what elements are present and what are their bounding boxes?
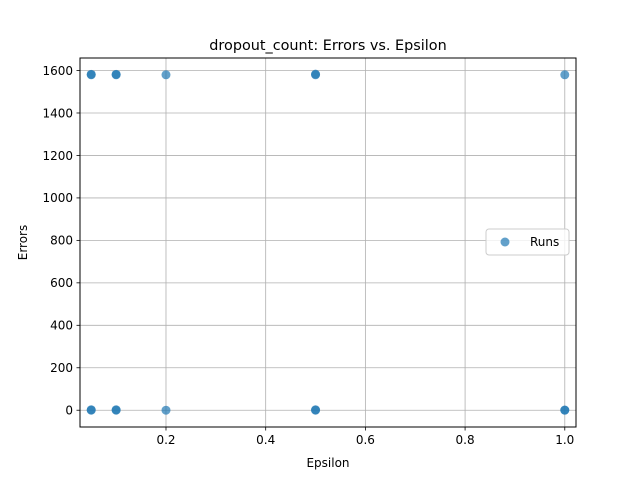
data-point bbox=[311, 405, 321, 415]
x-axis-title: Epsilon bbox=[306, 456, 349, 470]
data-point bbox=[86, 69, 96, 79]
x-tick-label: 0.8 bbox=[456, 433, 475, 447]
y-axis-title: Errors bbox=[16, 225, 30, 261]
y-tick-label: 1600 bbox=[42, 64, 73, 78]
data-point bbox=[111, 69, 121, 79]
data-point bbox=[161, 70, 171, 80]
x-tick-label: 1.0 bbox=[555, 433, 574, 447]
data-point bbox=[111, 405, 121, 415]
data-point bbox=[560, 70, 570, 80]
y-tick-label: 1200 bbox=[42, 149, 73, 163]
axis-ticks: 0.2 0.4 0.6 0.8 1.0 0 200 400 600 800 1000 1200 1400… bbox=[42, 64, 574, 447]
data-points bbox=[86, 69, 570, 415]
x-tick-label: 0.4 bbox=[256, 433, 275, 447]
data-point bbox=[161, 405, 171, 415]
y-tick-label: 400 bbox=[50, 319, 73, 333]
y-tick-label: 1000 bbox=[42, 191, 73, 205]
chart-title: dropout_count: Errors vs. Epsilon bbox=[209, 38, 446, 54]
x-tick-label: 0.6 bbox=[356, 433, 375, 447]
y-tick-label: 1400 bbox=[42, 106, 73, 120]
legend-marker bbox=[500, 237, 510, 247]
y-tick-label: 600 bbox=[50, 276, 73, 290]
legend-box bbox=[485, 228, 570, 256]
data-point bbox=[86, 405, 96, 415]
x-tick-label: 0.2 bbox=[156, 433, 175, 447]
data-point bbox=[311, 69, 321, 79]
y-tick-label: 800 bbox=[50, 234, 73, 248]
y-tick-label: 200 bbox=[50, 361, 73, 375]
plot-frame bbox=[79, 57, 577, 428]
y-tick-label: 0 bbox=[65, 404, 73, 418]
legend-label: Runs bbox=[530, 235, 559, 249]
legend: Runs bbox=[485, 228, 570, 256]
data-point bbox=[560, 405, 570, 415]
